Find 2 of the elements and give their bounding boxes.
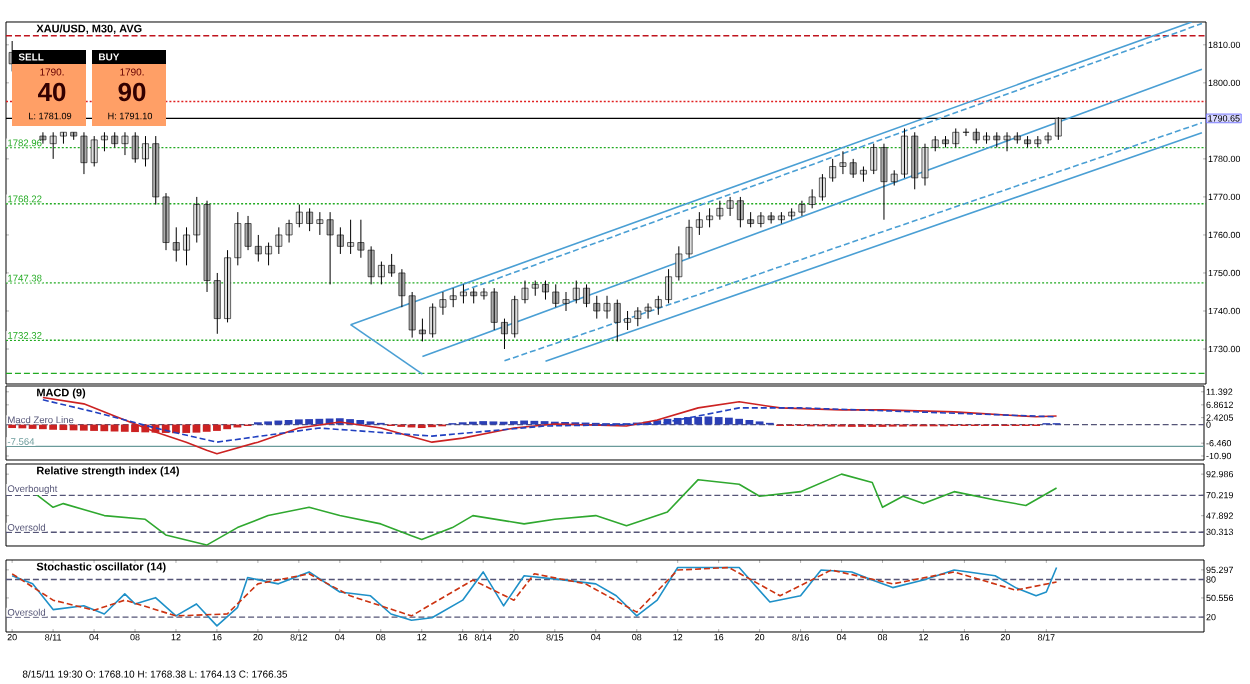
annotation: 40 (38, 82, 66, 102)
annotation: 90 (118, 82, 146, 102)
